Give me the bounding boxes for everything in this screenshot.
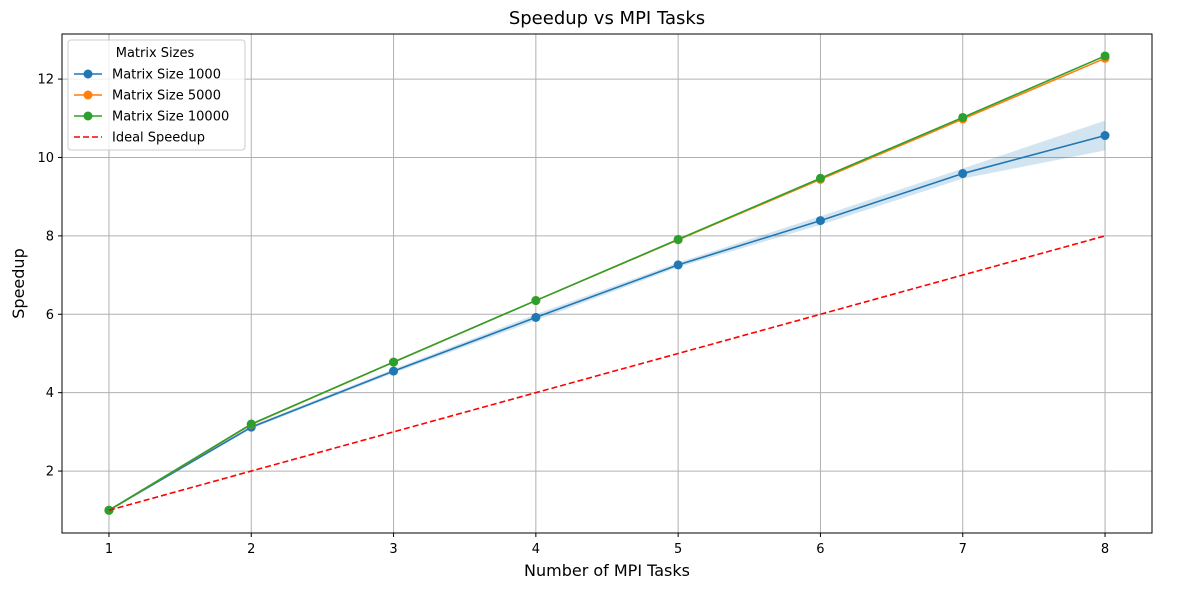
grid <box>62 34 1152 533</box>
series-lines <box>104 51 1110 515</box>
x-tick-label: 1 <box>105 542 113 557</box>
data-point <box>673 234 683 244</box>
x-tick-label: 4 <box>532 542 540 557</box>
legend-items: Matrix Size 1000 Matrix Size 5000 Matrix S… <box>74 68 229 146</box>
series-group <box>104 51 1110 515</box>
confidence-band <box>108 120 1106 511</box>
plot-frame <box>61 33 1153 534</box>
chart-title: Speedup vs MPI Tasks <box>509 8 705 29</box>
y-axis-label: Speedup <box>9 248 28 318</box>
data-point <box>104 505 114 515</box>
legend-swatch-marker <box>83 90 93 100</box>
legend-swatch-marker <box>83 69 93 79</box>
x-tick-label: 2 <box>247 542 255 557</box>
data-point <box>389 366 399 376</box>
data-point <box>958 112 968 122</box>
legend-title: Matrix Sizes <box>116 46 195 61</box>
data-point <box>958 169 968 179</box>
legend-label: Matrix Size 10000 <box>112 110 229 125</box>
y-tick-label: 2 <box>46 465 54 480</box>
legend-swatch-marker <box>83 111 93 121</box>
legend-label: Matrix Size 1000 <box>112 68 221 83</box>
legend-label: Ideal Speedup <box>112 131 205 146</box>
x-axis-ticks: 1 2 3 4 5 6 7 8 <box>105 533 1109 557</box>
data-point <box>815 216 825 226</box>
x-tick-label: 3 <box>389 542 397 557</box>
x-axis-label: Number of MPI Tasks <box>524 561 690 580</box>
data-point <box>246 419 256 429</box>
y-tick-label: 8 <box>46 229 54 244</box>
data-point <box>389 357 399 367</box>
confidence-bands <box>108 120 1106 511</box>
data-point <box>1100 51 1110 61</box>
x-tick-label: 7 <box>959 542 967 557</box>
data-point <box>1100 131 1110 141</box>
y-tick-label: 4 <box>46 386 54 401</box>
series-line <box>108 134 1106 511</box>
x-tick-label: 6 <box>816 542 824 557</box>
x-tick-label: 5 <box>674 542 682 557</box>
legend-label: Matrix Size 5000 <box>112 89 221 104</box>
legend-box <box>67 39 246 151</box>
y-tick-label: 10 <box>37 151 54 166</box>
series-line <box>108 55 1106 511</box>
series-line <box>108 235 1106 512</box>
series-group <box>104 131 1110 515</box>
series-group <box>108 235 1106 512</box>
y-axis-ticks: 2 4 6 8 10 12 <box>37 73 62 480</box>
data-point <box>531 296 541 306</box>
y-tick-label: 12 <box>37 73 54 88</box>
y-tick-label: 6 <box>46 308 54 323</box>
data-point <box>673 260 683 270</box>
data-point <box>531 312 541 322</box>
data-point <box>815 173 825 183</box>
x-tick-label: 8 <box>1101 542 1109 557</box>
